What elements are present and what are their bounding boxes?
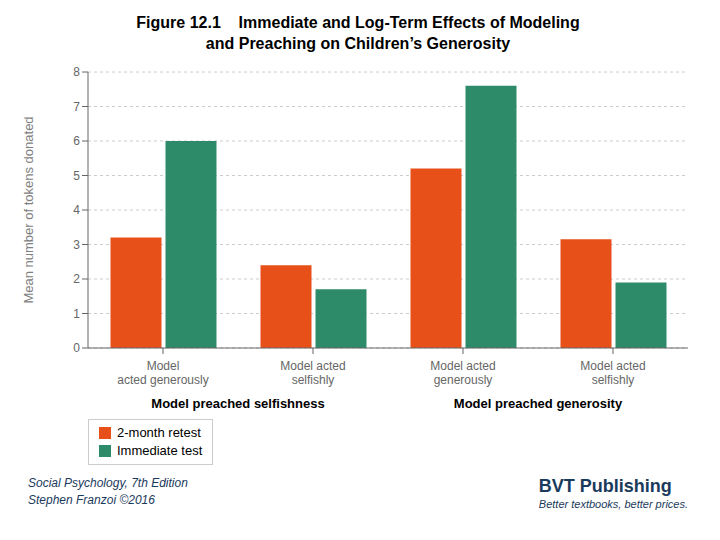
svg-text:0: 0 [73,341,80,355]
svg-text:Modelacted generously: Modelacted generously [117,359,208,387]
html-text:Better textbooks, better price: Better textbooks, better prices. [538,498,688,510]
html-text:Figure 12.1 Immediate and Log-: Figure 12.1 Immediate and Log-Term Effec… [136,14,580,31]
svg-text:2: 2 [73,272,80,286]
html-text:Model preached selfishness: Model preached selfishness [151,396,325,411]
html-text:Stephen Franzoi ©2016: Stephen Franzoi ©2016 [28,493,155,507]
svg-text:5: 5 [73,169,80,183]
svg-text:Model actedgenerously: Model actedgenerously [430,359,495,387]
html-text:Model preached generosity: Model preached generosity [453,396,623,411]
html-text:BVT Publishing: BVT Publishing [538,476,672,496]
html-text:Social Psychology, 7th Edition: Social Psychology, 7th Edition [28,476,188,490]
svg-text:4: 4 [73,203,80,217]
svg-text:Model actedselfishly: Model actedselfishly [580,359,645,387]
svg-text:Model actedselfishly: Model actedselfishly [280,359,345,387]
svg-text:3: 3 [73,238,80,252]
svg-text:8: 8 [73,65,80,79]
svg-text:1: 1 [73,307,80,321]
svg-text:7: 7 [73,100,80,114]
html-text:2-month retest: 2-month retest [117,425,201,440]
svg-text:6: 6 [73,134,80,148]
html-text:and Preaching on Children’s Ge: and Preaching on Children’s Generosity [205,35,511,52]
svg-text:Mean number of tokens donated: Mean number of tokens donated [21,116,36,303]
html-text:Immediate test: Immediate test [117,443,203,458]
